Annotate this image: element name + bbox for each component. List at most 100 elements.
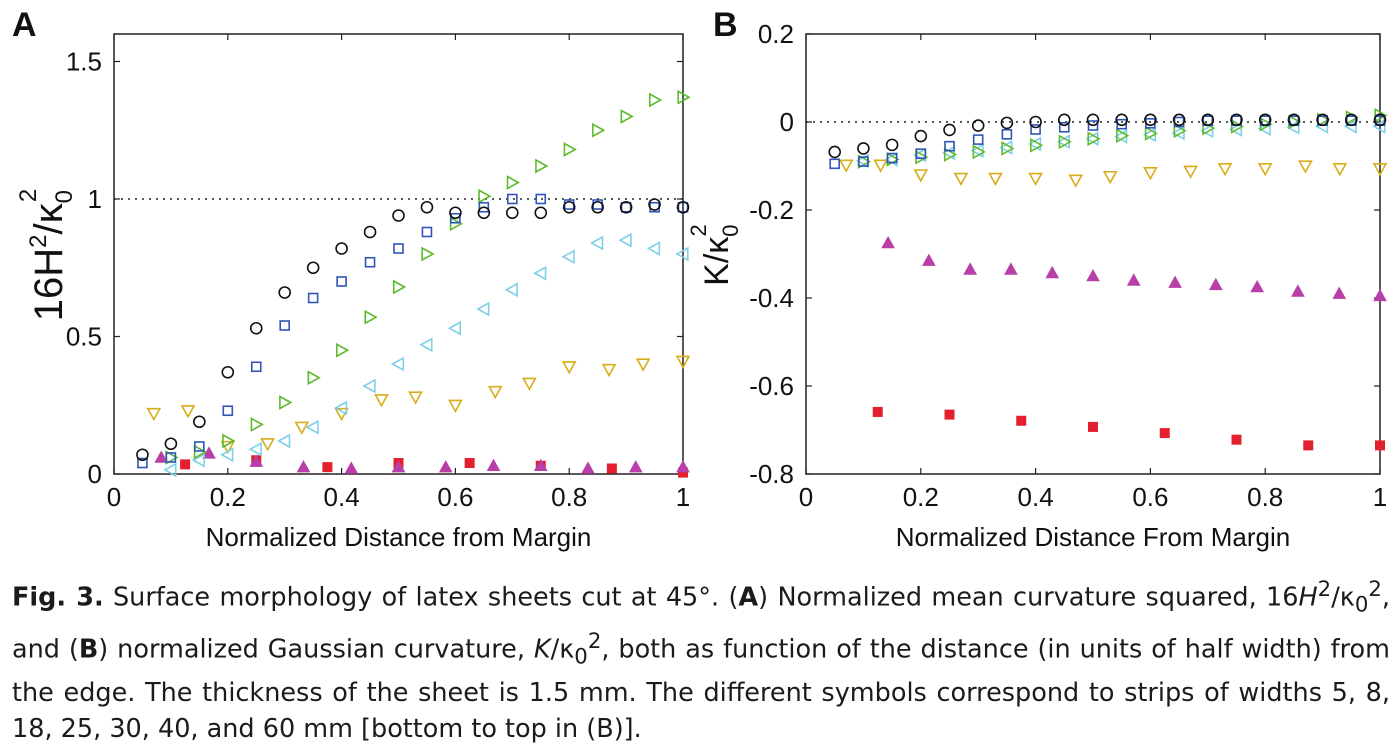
data-point bbox=[522, 377, 537, 391]
data-point bbox=[248, 441, 262, 457]
data-point bbox=[648, 198, 661, 211]
data-point bbox=[1230, 113, 1243, 127]
caption-var-h: H bbox=[1298, 582, 1318, 613]
data-point bbox=[972, 144, 986, 160]
data-point bbox=[506, 193, 518, 205]
data-point bbox=[363, 225, 377, 239]
data-point bbox=[914, 129, 928, 143]
x-tick-label: 0.8 bbox=[1247, 482, 1283, 512]
data-point bbox=[294, 421, 310, 435]
data-point bbox=[1298, 160, 1313, 174]
data-point bbox=[1087, 131, 1101, 147]
data-point bbox=[1102, 170, 1118, 185]
data-point bbox=[449, 216, 464, 232]
series-triangle-right bbox=[165, 89, 691, 465]
data-point bbox=[563, 142, 577, 157]
y-tick-label: 1 bbox=[88, 184, 102, 214]
y-tick-label: 0.2 bbox=[758, 19, 794, 49]
data-point bbox=[220, 447, 234, 463]
caption-text-1: Surface morphology of latex sheets cut a… bbox=[103, 582, 739, 613]
data-point bbox=[362, 378, 376, 394]
data-point bbox=[561, 249, 575, 265]
y-tick-label: -0.2 bbox=[749, 195, 794, 225]
x-axis-label-b: Normalized Distance From Margin bbox=[896, 522, 1290, 552]
data-point bbox=[1332, 286, 1347, 299]
data-point bbox=[943, 147, 958, 162]
data-point bbox=[333, 400, 348, 416]
series-triangle-up-filled bbox=[154, 446, 690, 474]
y-tick-label: 0.5 bbox=[66, 322, 102, 352]
x-tick-label: 1 bbox=[1373, 482, 1387, 512]
series-triangle-up-filled bbox=[881, 235, 1387, 302]
y-tick-label: -0.6 bbox=[749, 371, 794, 401]
data-point bbox=[618, 232, 632, 248]
data-point bbox=[344, 461, 359, 474]
data-point bbox=[1159, 428, 1170, 439]
data-point bbox=[478, 201, 490, 213]
data-point bbox=[676, 200, 690, 214]
data-point bbox=[1372, 119, 1386, 134]
data-point bbox=[677, 201, 689, 213]
caption-sup: 2 bbox=[1317, 577, 1332, 602]
data-point bbox=[872, 406, 883, 417]
data-point bbox=[972, 134, 984, 145]
data-point bbox=[180, 459, 191, 470]
data-point bbox=[1373, 288, 1387, 302]
data-point bbox=[1086, 268, 1100, 282]
x-tick-label: 1 bbox=[676, 482, 690, 512]
data-point bbox=[943, 123, 956, 137]
data-point bbox=[393, 243, 404, 254]
data-point bbox=[421, 246, 435, 262]
data-point bbox=[194, 441, 205, 452]
data-point bbox=[250, 361, 262, 373]
data-point bbox=[1316, 113, 1329, 127]
data-point bbox=[1201, 113, 1215, 127]
data-point bbox=[675, 355, 691, 369]
series-circle bbox=[828, 113, 1387, 159]
data-point bbox=[562, 200, 576, 214]
data-point bbox=[1332, 163, 1348, 177]
series-circle bbox=[136, 198, 690, 462]
data-point bbox=[828, 145, 842, 159]
caption-panel-a-ref: A bbox=[738, 582, 759, 613]
caption-panel-b-ref: B bbox=[78, 634, 99, 665]
data-point bbox=[419, 337, 433, 353]
data-point bbox=[971, 119, 985, 132]
data-point bbox=[392, 209, 405, 222]
data-point bbox=[1375, 440, 1385, 451]
data-point bbox=[306, 261, 320, 275]
data-point bbox=[648, 92, 663, 108]
data-point bbox=[1168, 275, 1182, 288]
data-point bbox=[163, 462, 177, 478]
data-point bbox=[533, 458, 548, 472]
data-point bbox=[222, 433, 236, 449]
data-point bbox=[335, 342, 350, 358]
data-point bbox=[478, 188, 492, 204]
data-point bbox=[628, 460, 643, 473]
data-point bbox=[963, 262, 978, 275]
data-point bbox=[1172, 113, 1186, 127]
data-point bbox=[1144, 126, 1159, 141]
data-point bbox=[279, 395, 293, 410]
caption-text-5: ) normalized Gaussian curvature, bbox=[98, 634, 534, 665]
series-triangle-right bbox=[857, 108, 1388, 169]
data-point bbox=[221, 365, 235, 379]
data-point bbox=[334, 407, 349, 422]
data-point bbox=[829, 158, 841, 170]
data-point bbox=[374, 394, 389, 408]
data-point bbox=[1143, 167, 1158, 181]
caption-var-k: K bbox=[533, 634, 551, 665]
data-point bbox=[1126, 273, 1141, 286]
data-point bbox=[1088, 421, 1098, 432]
x-tick-label: 0.8 bbox=[551, 482, 587, 512]
data-point bbox=[592, 122, 606, 138]
series-triangle-left bbox=[855, 119, 1386, 169]
x-tick-label: 0.4 bbox=[324, 482, 360, 512]
panel-letter-a: A bbox=[12, 6, 37, 44]
data-point bbox=[953, 172, 969, 186]
data-point bbox=[1001, 141, 1015, 156]
figure: A B 16H2/κ02 K/κ02 0 0.2 0.4 0.6 0.8 1 0 0.5 1 1.… bbox=[12, 6, 1388, 552]
caption-text-2: ) Normalized mean curvature squared, 16 bbox=[758, 582, 1299, 613]
data-point bbox=[1291, 284, 1305, 297]
data-point bbox=[1230, 119, 1245, 134]
